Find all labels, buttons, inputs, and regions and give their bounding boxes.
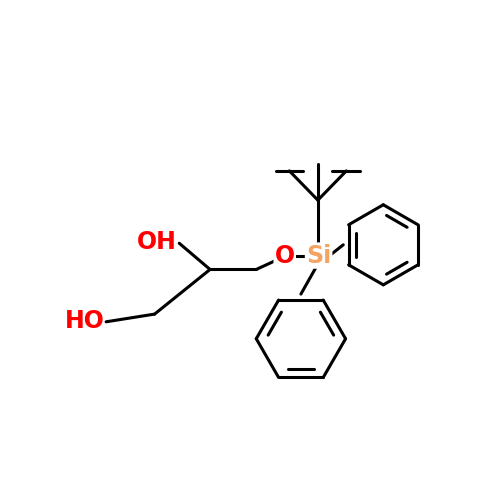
Text: O: O — [274, 244, 295, 268]
Text: HO: HO — [64, 309, 104, 333]
Text: Si: Si — [306, 244, 331, 268]
Text: OH: OH — [137, 230, 177, 254]
